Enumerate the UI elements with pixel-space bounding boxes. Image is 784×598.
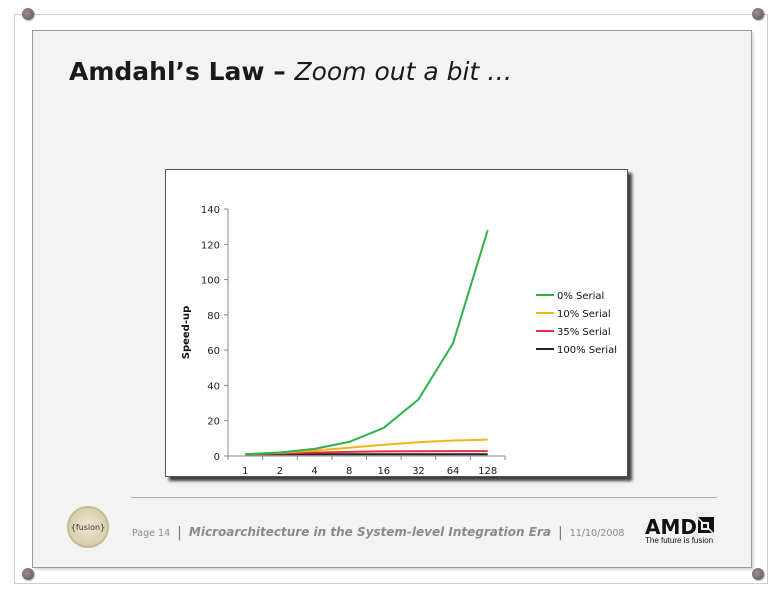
y-tick-label: 20 xyxy=(207,417,220,428)
y-tick-label: 120 xyxy=(201,240,220,251)
legend-label: 0% Serial xyxy=(557,291,604,302)
x-tick-label: 2 xyxy=(277,466,283,476)
fusion-logo: {fusion} xyxy=(67,506,109,548)
pin-icon xyxy=(752,568,764,580)
x-tick-label: 16 xyxy=(377,466,390,476)
x-tick-label: 32 xyxy=(412,466,425,476)
footer-divider xyxy=(131,497,717,498)
slide-title: Amdahl’s Law – Zoom out a bit … xyxy=(69,57,512,86)
y-tick-label: 40 xyxy=(207,381,220,392)
outer-frame xyxy=(14,14,768,584)
amd-arrow-icon xyxy=(698,517,714,533)
pin-icon xyxy=(22,568,34,580)
chart-container: 0204060801001201401248163264128Number of… xyxy=(165,169,628,477)
x-tick-label: 128 xyxy=(478,466,497,476)
legend-label: 100% Serial xyxy=(557,345,617,356)
y-tick-label: 140 xyxy=(201,205,220,216)
series-line xyxy=(245,229,489,456)
title-dash: – xyxy=(264,57,295,86)
amd-tagline: The future is fusion xyxy=(645,536,714,545)
amd-logo: AMD xyxy=(645,515,697,539)
slide: Amdahl’s Law – Zoom out a bit … 0 20 40 60 8… xyxy=(32,30,752,568)
x-tick-label: 8 xyxy=(346,466,352,476)
x-tick-label: 1 xyxy=(242,466,248,476)
page-number: Page 14 xyxy=(132,528,171,539)
y-tick-label: 100 xyxy=(201,276,220,287)
y-tick-label: 60 xyxy=(207,346,220,357)
pin-icon xyxy=(22,8,34,20)
title-sub: Zoom out a bit … xyxy=(294,57,513,86)
footer-separator: | xyxy=(557,525,563,541)
x-tick-label: 4 xyxy=(311,466,317,476)
footer-title: Microarchitecture in the System-level In… xyxy=(188,525,551,539)
pin-icon xyxy=(752,8,764,20)
x-tick-label: 64 xyxy=(447,466,460,476)
legend-label: 10% Serial xyxy=(557,309,611,320)
legend-label: 35% Serial xyxy=(557,327,611,338)
y-tick-label: 80 xyxy=(207,311,220,322)
y-tick-label: 0 xyxy=(214,452,220,463)
footer-separator: | xyxy=(177,525,182,541)
y-axis-label: Speed-up xyxy=(181,306,192,360)
footer-text: Page 14 | Microarchitecture in the Syste… xyxy=(132,525,624,541)
chart: 0204060801001201401248163264128Number of… xyxy=(181,205,617,476)
fusion-logo-text: {fusion} xyxy=(70,522,106,532)
title-main: Amdahl’s Law xyxy=(69,57,265,86)
footer-date: 11/10/2008 xyxy=(569,528,625,539)
